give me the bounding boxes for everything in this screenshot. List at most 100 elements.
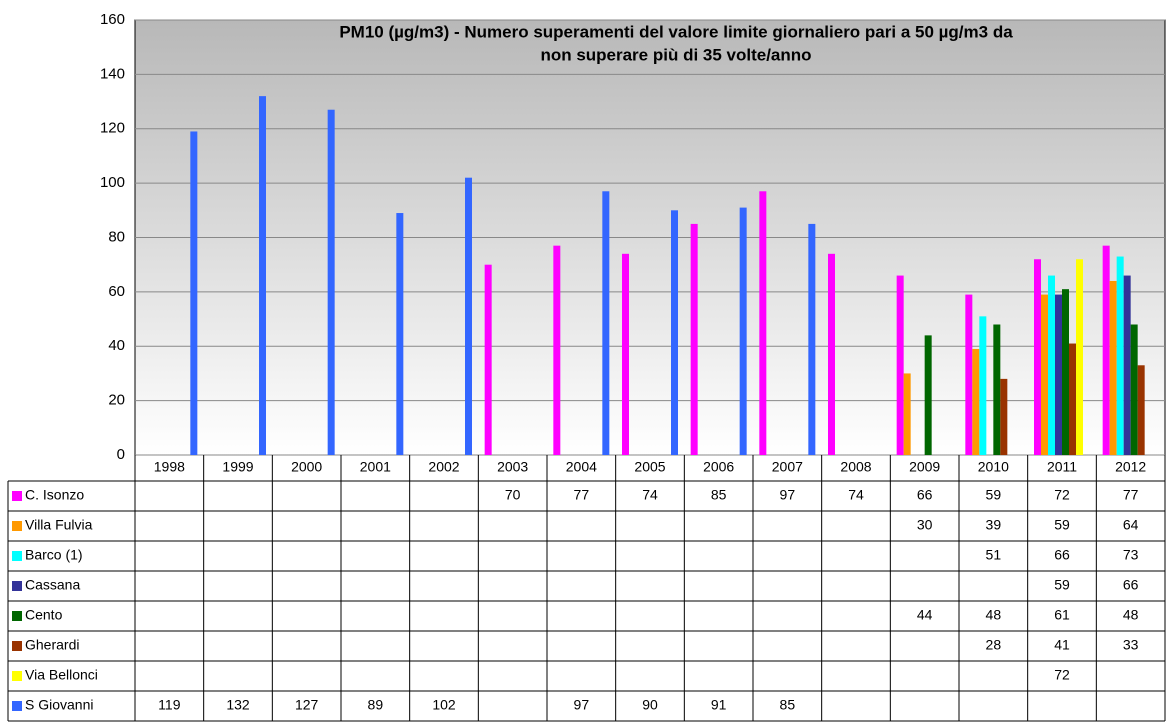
chart-title: non superare più di 35 volte/anno [540,45,811,64]
table-value: 41 [1054,637,1070,653]
bar [896,275,904,455]
y-tick-label: 120 [100,120,125,137]
y-tick-label: 140 [100,65,125,82]
bar [993,324,1001,455]
bar [1048,275,1055,455]
bar [828,253,835,455]
y-tick-label: 160 [100,11,125,28]
bar [396,213,404,455]
bar [1116,256,1124,455]
table-value: 61 [1054,607,1070,623]
table-value: 28 [986,637,1002,653]
legend-label: C. Isonzo [25,487,84,503]
table-value: 102 [432,697,456,713]
legend-key [12,551,22,561]
y-tick-label: 60 [108,283,125,300]
legend-label: S Giovanni [25,697,93,713]
x-tick-label: 2008 [840,459,871,475]
bar [759,191,767,455]
y-tick-label: 100 [100,174,125,191]
table-value: 74 [642,487,658,503]
legend-label: Barco (1) [25,547,83,563]
table-value: 74 [848,487,864,503]
bar [1034,259,1041,455]
legend-label: Gherardi [25,637,79,653]
bar [1076,259,1083,455]
legend-key [12,581,22,591]
bar [1069,343,1076,455]
x-tick-label: 2000 [291,459,322,475]
x-tick-label: 2012 [1115,459,1146,475]
bar [1109,281,1117,455]
bar [327,109,335,455]
y-tick-label: 40 [108,337,125,354]
bar [1102,245,1110,455]
table-value: 51 [986,547,1002,563]
bar [808,223,816,455]
table-value: 30 [917,517,933,533]
bar [1041,294,1048,455]
bar [553,245,561,455]
bar [671,210,678,455]
x-tick-label: 2006 [703,459,734,475]
table-value: 59 [1054,577,1070,593]
bar [602,191,610,455]
table-value: 97 [574,697,590,713]
table-value: 44 [917,607,933,623]
legend-key [12,671,22,681]
x-tick-label: 2004 [566,459,597,475]
bar [903,373,911,455]
x-tick-label: 1998 [154,459,185,475]
bar [924,335,932,455]
table-value: 66 [1054,547,1070,563]
x-tick-label: 2011 [1047,459,1077,475]
x-tick-label: 2009 [909,459,940,475]
table-value: 72 [1054,667,1070,683]
bar [1055,294,1062,455]
table-value: 48 [1123,607,1139,623]
table-value: 77 [1123,487,1139,503]
bar [1137,365,1145,455]
bar [259,96,266,455]
table-value: 132 [226,697,250,713]
table-value: 72 [1054,487,1070,503]
table-value: 59 [986,487,1002,503]
bar [190,131,198,455]
y-tick-label: 20 [108,392,125,409]
legend-key [12,701,22,711]
table-value: 127 [295,697,319,713]
x-tick-label: 2003 [497,459,528,475]
table-value: 66 [917,487,933,503]
table-value: 66 [1123,577,1139,593]
table-value: 119 [158,697,181,713]
bar [484,264,492,455]
table-value: 90 [642,697,658,713]
legend-key [12,641,22,651]
table-value: 85 [780,697,796,713]
table-value: 89 [368,697,384,713]
y-tick-label: 80 [108,228,125,245]
table-value: 48 [986,607,1002,623]
bar [1062,289,1069,455]
legend-label: Villa Fulvia [25,517,93,533]
x-tick-label: 1999 [222,459,253,475]
bar [979,316,987,455]
table-value: 64 [1123,517,1139,533]
table-value: 91 [711,697,727,713]
legend-key [12,521,22,531]
legend-label: Via Bellonci [25,667,98,683]
legend-label: Cento [25,607,63,623]
y-tick-label: 0 [117,446,125,463]
x-tick-label: 2007 [772,459,803,475]
table-value: 33 [1123,637,1139,653]
table-value: 97 [780,487,796,503]
bar [739,207,747,455]
legend-key [12,611,22,621]
x-tick-label: 2002 [428,459,459,475]
bar [1130,324,1138,455]
table-value: 70 [505,487,521,503]
bar [1000,378,1008,455]
bar [465,177,472,455]
bar [690,223,698,455]
